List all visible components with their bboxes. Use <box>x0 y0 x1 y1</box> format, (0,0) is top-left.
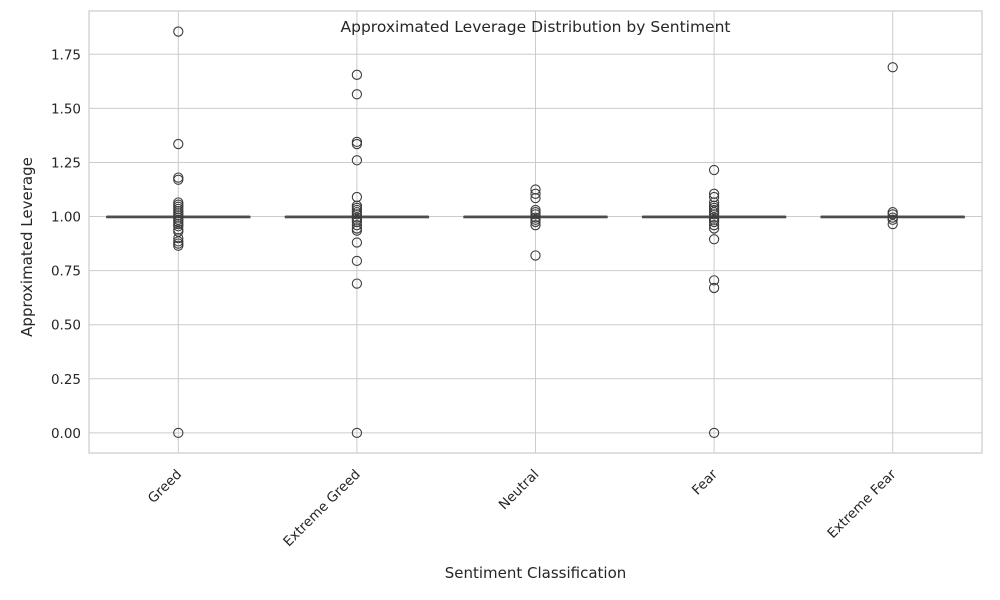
y-tick-label: 1.75 <box>51 47 81 63</box>
y-tick-label: 1.25 <box>51 155 81 171</box>
x-axis-label: Sentiment Classification <box>445 564 627 582</box>
outlier-point <box>708 216 720 228</box>
x-tick-label: Greed <box>145 467 185 507</box>
x-tick-label: Fear <box>689 466 721 498</box>
grid-lines <box>89 11 982 453</box>
outlier-point <box>708 275 720 286</box>
outlier-point <box>887 62 898 73</box>
outlier-point <box>530 220 541 231</box>
y-tick-label: 0.50 <box>51 318 81 334</box>
outlier-point <box>708 220 720 231</box>
outlier-point <box>351 138 363 150</box>
outlier-point <box>530 192 541 204</box>
outlier-point <box>173 26 184 37</box>
y-tick-label: 1.50 <box>51 101 81 117</box>
outlier-point <box>351 220 363 231</box>
x-tick-label: Neutral <box>496 467 543 514</box>
outlier-point <box>530 188 541 199</box>
box-series <box>106 26 965 439</box>
box-group <box>641 164 787 439</box>
outlier-point <box>173 240 184 251</box>
outlier-point <box>351 225 363 236</box>
y-tick-label: 1.00 <box>51 210 81 226</box>
outlier-point <box>887 218 898 230</box>
outlier-point <box>530 216 541 228</box>
box-group <box>463 184 608 261</box>
y-tick-label: 0.00 <box>51 426 81 442</box>
outlier-point <box>173 427 184 439</box>
outlier-point <box>708 282 720 294</box>
box-group <box>106 26 251 439</box>
outlier-point <box>530 209 541 220</box>
outlier-point <box>351 255 363 267</box>
outlier-point <box>351 69 363 80</box>
outlier-point <box>351 237 363 248</box>
outlier-point <box>351 89 363 100</box>
box-group <box>284 69 430 439</box>
chart-title: Approximated Leverage Distribution by Se… <box>341 18 731 36</box>
outlier-point <box>173 233 184 244</box>
y-tick-label: 0.25 <box>51 372 81 388</box>
y-tick-label: 0.75 <box>51 264 81 280</box>
outlier-point <box>708 164 720 176</box>
outlier-point <box>173 221 184 232</box>
outlier-point <box>887 214 898 225</box>
outlier-point <box>173 138 184 150</box>
outlier-point <box>351 427 363 439</box>
plot-frame <box>88 10 983 454</box>
outlier-point <box>173 174 184 185</box>
outlier-point <box>708 223 720 234</box>
box-group <box>820 62 965 230</box>
outlier-point <box>351 155 363 166</box>
x-tick-label: Extreme Fear <box>824 466 899 541</box>
outlier-point <box>351 209 363 220</box>
y-axis-label: Approximated Leverage <box>18 157 36 337</box>
outlier-point <box>708 427 720 439</box>
outlier-point <box>708 209 720 220</box>
outlier-point <box>530 250 541 261</box>
outlier-point <box>708 234 720 245</box>
outlier-point <box>351 278 363 289</box>
x-tick-label: Extreme Greed <box>280 467 363 550</box>
